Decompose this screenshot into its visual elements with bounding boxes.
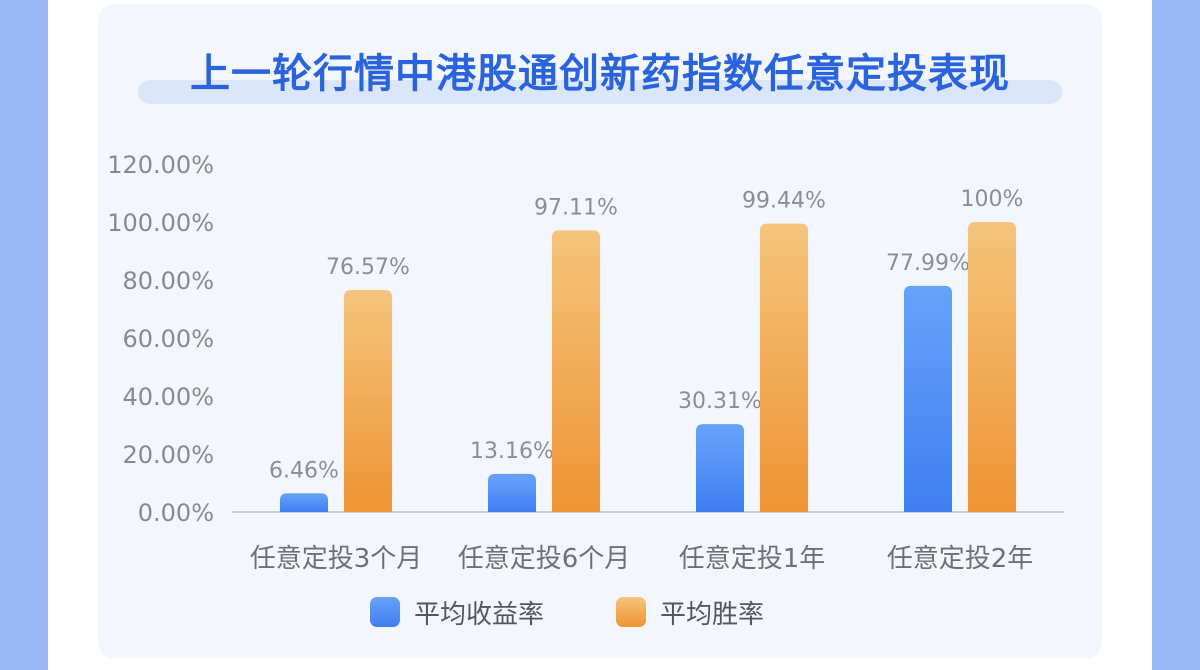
data-label-avg-return: 30.31% [678,389,762,414]
x-category-label: 任意定投3个月 [250,544,423,574]
legend-label-return: 平均收益率 [414,599,545,630]
y-tick-label: 100.00% [107,209,214,237]
legend-label-winrate: 平均胜率 [660,599,765,630]
legend-item-winrate: 平均胜率 [616,594,764,631]
x-category-label: 任意定投1年 [679,544,826,574]
left-side-panel [0,0,48,670]
data-label-avg-return: 6.46% [269,458,339,483]
bar-avg-winrate [968,222,1016,512]
data-label-avg-winrate: 100% [961,187,1024,212]
bar-avg-return [280,493,328,512]
x-category-label: 任意定投2年 [887,544,1034,574]
bar-avg-winrate [552,230,600,513]
y-tick-label: 60.00% [122,325,214,353]
bar-avg-return [488,473,536,512]
y-tick-label: 120.00% [107,151,214,179]
bar-avg-return [904,285,952,512]
chart-title: 上一轮行情中港股通创新药指数任意定投表现 [190,51,1010,97]
x-category-label: 任意定投6个月 [458,544,631,574]
data-label-avg-winrate: 97.11% [534,195,618,220]
y-tick-label: 0.00% [138,499,214,527]
data-label-avg-winrate: 76.57% [326,255,410,280]
y-tick-label: 40.00% [122,383,214,411]
bar-avg-winrate [760,223,808,512]
title-underline-highlight [138,80,1062,104]
right-side-panel [1152,0,1200,670]
bar-avg-winrate [344,289,392,512]
y-tick-label: 80.00% [122,267,214,295]
legend: 平均收益率 平均胜率 [370,592,836,632]
data-label-avg-return: 77.99% [886,251,970,276]
legend-swatch-winrate [616,597,647,627]
legend-item-return: 平均收益率 [370,594,544,631]
bar-avg-return [696,424,744,512]
data-label-avg-winrate: 99.44% [742,189,826,214]
y-tick-label: 20.00% [122,441,214,469]
legend-swatch-return [370,597,400,627]
data-label-avg-return: 13.16% [470,439,554,464]
